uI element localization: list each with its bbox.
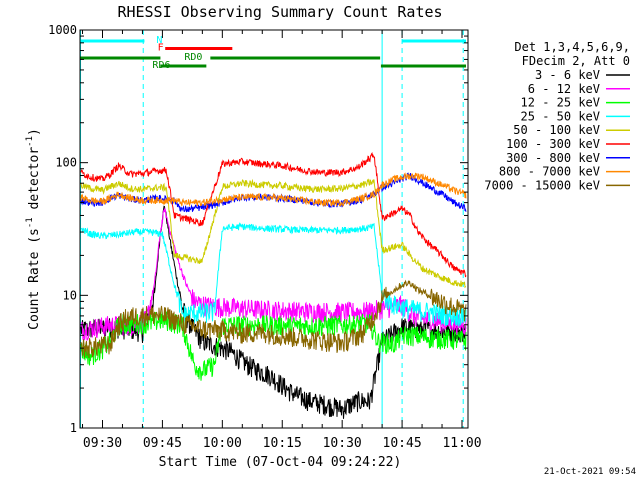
legend-entry-label-2: 12 - 25 keV [521,96,600,110]
state-label-rd0-2: RD0 [184,52,202,63]
y-tick-label-3: 1000 [48,23,77,37]
state-label-f-1: F [158,43,164,54]
legend-entry-label-4: 50 - 100 keV [513,123,600,137]
series-line-8 [80,279,467,359]
legend-entry-label-8: 7000 - 15000 keV [484,178,600,192]
y-axis: 1 10 100 1000 [48,23,468,435]
series-line-7 [80,172,467,208]
legend-header-line-2: FDecim 2, Att 0 [522,54,630,68]
x-axis: 09:30 09:45 10:00 10:15 10:30 10:45 11:00 [82,30,482,451]
x-tick-label-6: 11:00 [442,436,481,451]
legend-entry-label-1: 6 - 12 keV [528,82,600,96]
timestamp: 21-Oct-2021 09:54 [544,467,636,477]
x-tick-label-5: 10:45 [383,436,422,451]
y-axis-label: Count Rate (s-1 detector-1) [25,128,42,330]
y-tick-label-2: 100 [55,156,77,170]
chart-title: RHESSI Observing Summary Count Rates [117,3,442,21]
legend: Det 1,3,4,5,6,9, FDecim 2, Att 0 3 - 6 k… [484,40,630,192]
y-axis-label-exponent-2: -1 [25,136,35,147]
legend-entry-label-6: 300 - 800 keV [506,151,600,165]
x-axis-label: Start Time (07-Oct-04 09:24:22) [159,455,402,470]
legend-entry-label-3: 25 - 50 keV [521,109,600,123]
x-tick-label-0: 09:30 [83,436,122,451]
x-tick-label-2: 10:00 [203,436,242,451]
state-label-rd6-3: RD6 [152,60,170,71]
plot-series-layer [80,30,467,428]
state-label-n-0: N [156,35,162,46]
plot-frame [79,29,469,429]
series-line-4 [80,178,467,289]
x-tick-label-4: 10:30 [323,436,362,451]
x-tick-label-1: 09:45 [143,436,182,451]
legend-entry-label-0: 3 - 6 keV [535,68,600,82]
legend-entry-label-7: 800 - 7000 keV [499,165,600,179]
series-line-5 [80,151,467,278]
y-axis-label-prefix: Count Rate (s [27,228,42,330]
y-tick-label-1: 10 [63,288,77,302]
legend-entry-label-5: 100 - 300 keV [506,137,600,151]
y-axis-label-mid: detector [27,147,42,218]
plot-area: NF RD0 RD6 [80,30,467,428]
legend-header-line-1: Det 1,3,4,5,6,9, [514,40,630,54]
y-axis-label-close: ) [27,128,42,136]
y-axis-label-exponent: -1 [25,217,35,228]
series-line-3 [80,221,467,327]
y-tick-label-0: 1 [70,421,77,435]
x-tick-label-3: 10:15 [263,436,302,451]
